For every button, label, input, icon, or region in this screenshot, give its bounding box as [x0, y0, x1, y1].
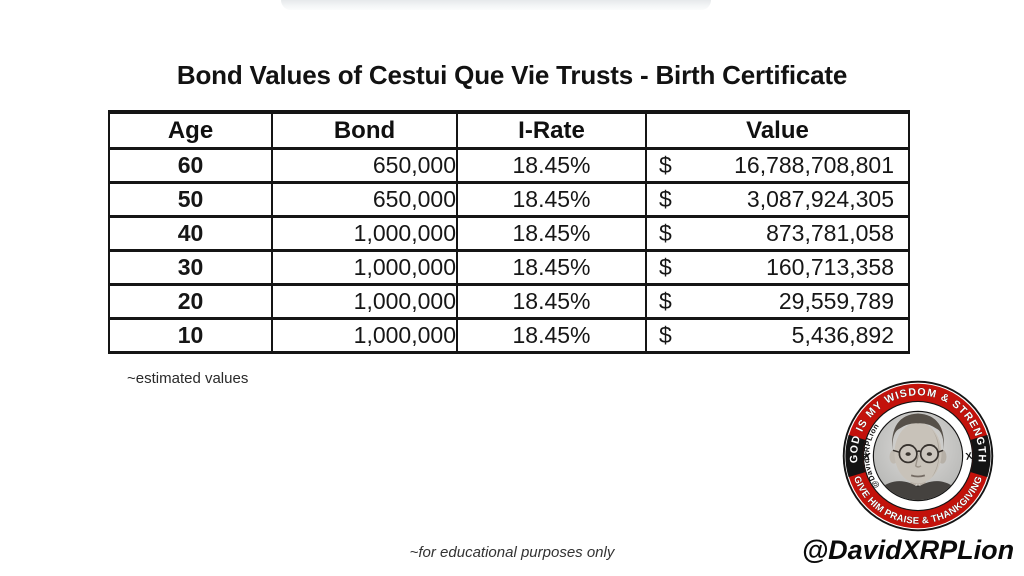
bond-cell: 650,000 — [271, 148, 457, 184]
page-title: Bond Values of Cestui Que Vie Trusts - B… — [176, 60, 848, 90]
currency-symbol: $ — [659, 186, 672, 212]
value-cell: $ 873,781,058 — [645, 216, 909, 252]
value-amount: 29,559,789 — [778, 288, 894, 314]
table-row: 10 1,000,000 18.45% $ 5,436,892 — [109, 318, 909, 354]
irate-cell: 18.45% — [456, 284, 646, 320]
value-amount: 160,713,358 — [766, 254, 894, 280]
column-header-value: Value — [645, 112, 909, 150]
irate-cell: 18.45% — [456, 318, 646, 354]
table-row: 50 650,000 18.45% $ 3,087,924,305 — [109, 182, 909, 218]
table-row: 20 1,000,000 18.45% $ 29,559,789 — [109, 284, 909, 320]
table-body: 60 650,000 18.45% $ 16,788,708,801 50 65… — [109, 148, 909, 354]
value-cell: $ 16,788,708,801 — [645, 148, 909, 184]
age-cell: 40 — [109, 216, 272, 252]
profile-handle: @DavidXRPLion — [801, 535, 1015, 565]
estimated-values-note: ~estimated values — [127, 370, 249, 387]
header-row: Age Bond I-Rate Value — [109, 112, 909, 150]
value-amount: 3,087,924,305 — [746, 186, 894, 212]
irate-cell: 18.45% — [456, 250, 646, 286]
currency-symbol: $ — [659, 322, 672, 348]
bond-cell: 1,000,000 — [271, 318, 457, 354]
table-row: 60 650,000 18.45% $ 16,788,708,801 — [109, 148, 909, 184]
value-cell: $ 29,559,789 — [645, 284, 909, 320]
bond-values-table: Age Bond I-Rate Value 60 650,000 18.45% … — [108, 110, 910, 354]
x-mark-right-icon: X — [965, 451, 974, 463]
bond-cell: 1,000,000 — [271, 250, 457, 286]
column-header-bond: Bond — [271, 112, 457, 150]
irate-cell: 18.45% — [456, 148, 646, 184]
age-cell: 50 — [109, 182, 272, 218]
bond-cell: 1,000,000 — [271, 284, 457, 320]
table-row: 30 1,000,000 18.45% $ 160,713,358 — [109, 250, 909, 286]
value-cell: $ 5,436,892 — [645, 318, 909, 354]
currency-symbol: $ — [659, 288, 672, 314]
value-cell: $ 160,713,358 — [645, 250, 909, 286]
age-cell: 10 — [109, 318, 272, 354]
age-cell: 30 — [109, 250, 272, 286]
value-amount: 16,788,708,801 — [734, 152, 894, 178]
value-amount: 873,781,058 — [766, 220, 894, 246]
value-cell: $ 3,087,924,305 — [645, 182, 909, 218]
table-row: 40 1,000,000 18.45% $ 873,781,058 — [109, 216, 909, 252]
irate-cell: 18.45% — [456, 216, 646, 252]
age-cell: 60 — [109, 148, 272, 184]
badge-black-wedge-right — [970, 434, 991, 478]
irate-cell: 18.45% — [456, 182, 646, 218]
educational-purposes-note: ~for educational purposes only — [409, 544, 615, 561]
column-header-irate: I-Rate — [456, 112, 646, 150]
currency-symbol: $ — [659, 220, 672, 246]
bond-cell: 650,000 — [271, 182, 457, 218]
currency-symbol: $ — [659, 254, 672, 280]
x-mark-left-icon: X — [863, 451, 872, 463]
column-header-age: Age — [109, 112, 272, 150]
top-rounded-bar — [281, 0, 711, 10]
badge-black-wedge-left — [845, 434, 866, 478]
profile-badge: GOD IS MY WISDOM & STRENGTH GIVE HIM PRA… — [842, 380, 994, 532]
value-amount: 5,436,892 — [791, 322, 894, 348]
currency-symbol: $ — [659, 152, 672, 178]
age-cell: 20 — [109, 284, 272, 320]
bond-cell: 1,000,000 — [271, 216, 457, 252]
